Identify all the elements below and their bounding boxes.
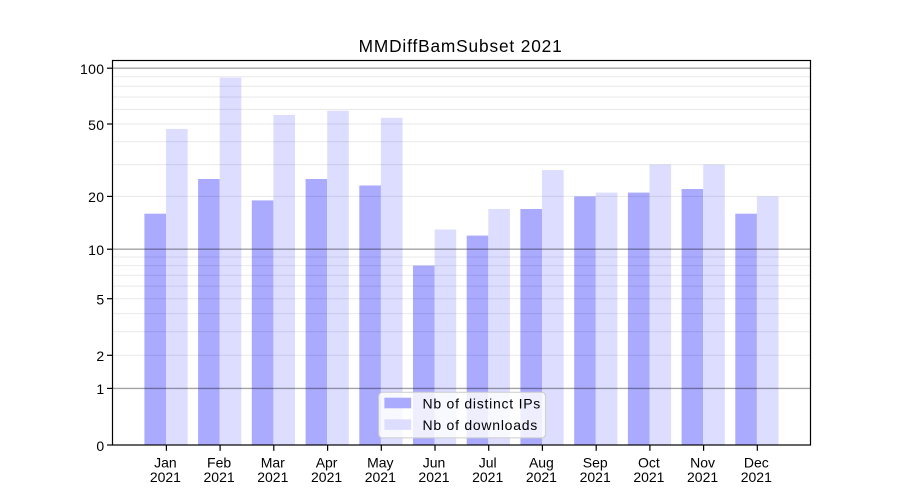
svg-text:MMDiffBamSubset 2021: MMDiffBamSubset 2021	[359, 36, 563, 56]
svg-text:2021: 2021	[580, 469, 611, 485]
svg-text:Jun: Jun	[423, 454, 446, 470]
svg-text:50: 50	[88, 117, 104, 133]
svg-text:2021: 2021	[418, 469, 449, 485]
svg-text:2021: 2021	[150, 469, 181, 485]
svg-text:2021: 2021	[204, 469, 235, 485]
svg-text:2021: 2021	[526, 469, 557, 485]
svg-text:2021: 2021	[633, 469, 664, 485]
svg-text:2021: 2021	[741, 469, 772, 485]
svg-text:Aug: Aug	[529, 454, 554, 470]
svg-text:Oct: Oct	[638, 454, 660, 470]
svg-text:2021: 2021	[687, 469, 718, 485]
svg-text:Mar: Mar	[261, 454, 285, 470]
svg-text:0: 0	[96, 438, 104, 454]
svg-text:2021: 2021	[257, 469, 288, 485]
svg-text:Feb: Feb	[207, 454, 231, 470]
svg-text:Nb of distinct IPs: Nb of distinct IPs	[423, 395, 542, 411]
svg-text:100: 100	[80, 61, 105, 77]
svg-text:Nb of downloads: Nb of downloads	[423, 417, 539, 433]
svg-text:2021: 2021	[311, 469, 342, 485]
svg-text:10: 10	[88, 242, 104, 258]
svg-text:Dec: Dec	[744, 454, 769, 470]
svg-text:2021: 2021	[472, 469, 503, 485]
svg-text:1: 1	[96, 381, 104, 397]
svg-text:2021: 2021	[365, 469, 396, 485]
svg-text:Jan: Jan	[154, 454, 177, 470]
svg-text:20: 20	[88, 189, 104, 205]
svg-text:May: May	[367, 454, 393, 470]
svg-text:Jul: Jul	[479, 454, 497, 470]
svg-text:Sep: Sep	[583, 454, 608, 470]
svg-text:Nov: Nov	[690, 454, 715, 470]
svg-text:Apr: Apr	[316, 454, 338, 470]
svg-text:5: 5	[96, 292, 104, 308]
svg-text:2: 2	[96, 348, 104, 364]
